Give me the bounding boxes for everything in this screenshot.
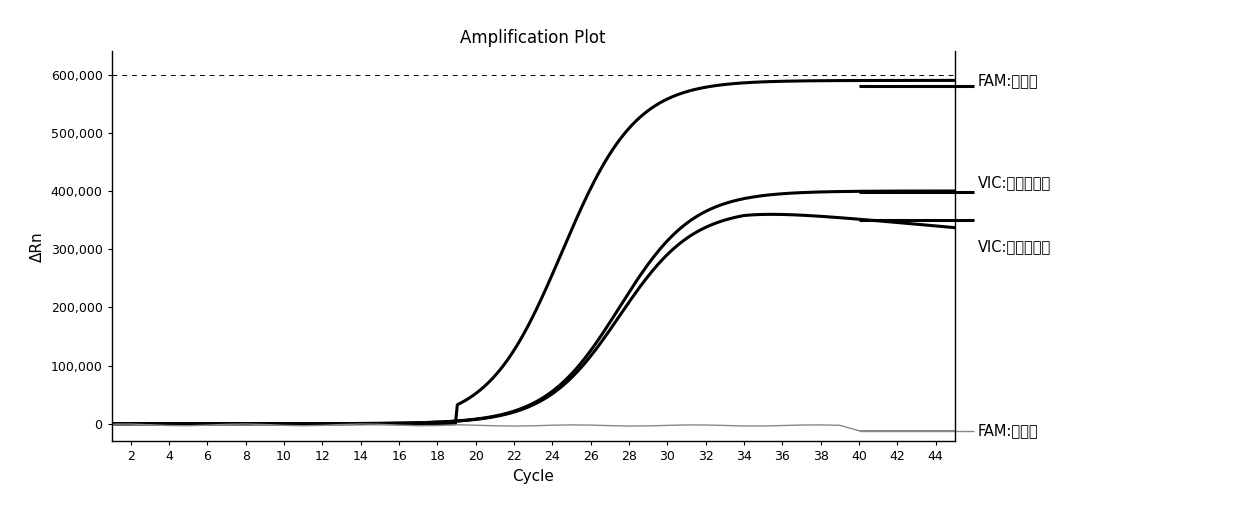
Y-axis label: ΔRn: ΔRn [30,231,45,262]
X-axis label: Cycle: Cycle [512,469,554,484]
Text: FAM:突变体: FAM:突变体 [978,73,1038,88]
Text: FAM:野生型: FAM:野生型 [978,423,1038,438]
Title: Amplification Plot: Amplification Plot [460,29,606,47]
Text: VIC:野生型内控: VIC:野生型内控 [978,239,1052,254]
Text: VIC:突变体内控: VIC:突变体内控 [978,175,1052,190]
